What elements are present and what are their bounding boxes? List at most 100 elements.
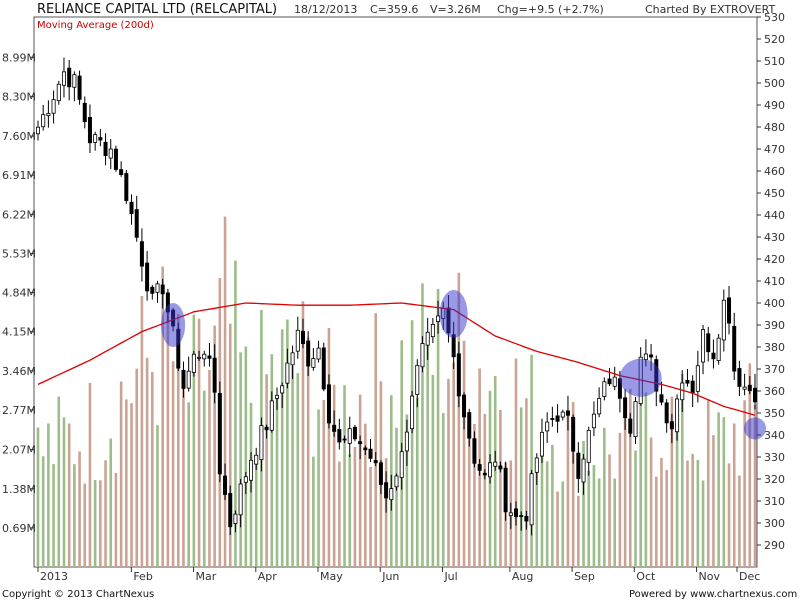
volume-bar xyxy=(322,399,326,567)
volume-bar xyxy=(156,425,159,567)
volume-bar xyxy=(36,427,40,567)
volume-bar xyxy=(706,398,710,567)
candle-up xyxy=(399,451,404,478)
volume-bar xyxy=(660,457,663,567)
volume-bar xyxy=(571,402,575,567)
volume-bar xyxy=(556,491,559,567)
volume-bar xyxy=(114,473,118,567)
price-tick-label: 310 xyxy=(764,495,785,508)
volume-bar xyxy=(514,358,518,567)
volume-bar xyxy=(670,396,674,567)
volume-bar xyxy=(545,461,549,567)
volume-bar xyxy=(57,396,61,567)
candle-down xyxy=(623,397,628,419)
volume-bar xyxy=(395,427,398,567)
volume-bar xyxy=(73,464,76,567)
volume-bar xyxy=(301,301,305,567)
candle-up xyxy=(529,473,534,526)
candle-up xyxy=(534,457,539,473)
candle-down xyxy=(181,369,186,389)
candle-up xyxy=(410,395,415,430)
candle-down xyxy=(337,429,342,443)
candle-up xyxy=(597,398,602,415)
candle-down xyxy=(103,141,108,156)
volume-bar xyxy=(244,346,248,567)
candle-down xyxy=(711,352,716,360)
candle-up xyxy=(197,356,202,359)
candle-down xyxy=(482,472,487,476)
volume-bar xyxy=(130,403,133,567)
volume-bar xyxy=(99,480,102,567)
highlight-ellipse xyxy=(619,358,662,397)
volume-bar xyxy=(696,459,700,567)
candle-up xyxy=(539,431,544,457)
candle-up xyxy=(56,83,61,102)
candle-down xyxy=(228,493,233,528)
candle-down xyxy=(498,465,503,470)
candle-down xyxy=(451,334,456,358)
candle-down xyxy=(217,393,222,475)
volume-bar xyxy=(202,390,206,567)
volume-bar xyxy=(140,296,144,567)
header-close: C=359.6 xyxy=(370,3,418,16)
volume-bar xyxy=(447,378,450,567)
volume-bar xyxy=(317,409,320,567)
price-tick-label: 360 xyxy=(764,385,785,398)
volume-bar xyxy=(197,318,201,567)
header-change: Chg=+9.5 (+2.7%) xyxy=(497,3,604,16)
legend-moving-average: Moving Average (200d) xyxy=(37,20,154,31)
candle-up xyxy=(680,382,685,401)
volume-bar xyxy=(348,454,352,567)
candle-down xyxy=(139,241,144,267)
volume-bar xyxy=(327,327,331,567)
time-tick-label: Jun xyxy=(381,570,399,583)
candle-up xyxy=(202,353,207,360)
time-tick-label: 2013 xyxy=(40,570,68,583)
candle-up xyxy=(290,352,295,366)
candle-down xyxy=(67,67,72,88)
volume-bar xyxy=(462,340,466,567)
volume-bar xyxy=(675,417,679,567)
volume-bar xyxy=(551,444,554,567)
candle-down xyxy=(129,201,134,215)
candle-up xyxy=(41,114,46,128)
volume-bar xyxy=(499,409,502,567)
candle-down xyxy=(649,354,654,358)
volume-bar xyxy=(125,399,128,567)
volume-bar xyxy=(654,476,658,567)
price-tick-label: 330 xyxy=(764,451,785,464)
price-tick-label: 480 xyxy=(764,121,785,134)
volume-bar xyxy=(47,423,50,567)
candle-down xyxy=(77,75,82,100)
candle-down xyxy=(98,137,103,141)
volume-bar xyxy=(182,376,185,567)
volume-tick-label: 6.91M xyxy=(2,169,36,182)
chart-title: RELIANCE CAPITAL LTD (RELCAPITAL) xyxy=(37,2,277,17)
candle-down xyxy=(456,353,461,397)
candle-up xyxy=(191,353,196,373)
volume-bar xyxy=(410,320,414,567)
volume-bar xyxy=(41,456,45,567)
candle-up xyxy=(675,398,680,433)
candle-up xyxy=(742,386,747,390)
volume-bar xyxy=(732,423,736,567)
volume-bar xyxy=(483,413,487,567)
volume-tick-label: 8.30M xyxy=(2,90,36,103)
volume-bar xyxy=(296,373,300,567)
candle-up xyxy=(701,329,706,363)
price-tick-label: 420 xyxy=(764,253,785,266)
candle-down xyxy=(368,448,373,459)
volume-bar xyxy=(649,437,653,567)
volume-bar xyxy=(603,427,606,567)
volume-bar xyxy=(535,469,539,567)
price-tick-label: 370 xyxy=(764,363,785,376)
candle-up xyxy=(415,364,420,395)
volume-bar xyxy=(286,319,289,567)
volume-bar xyxy=(104,460,107,567)
time-tick-label: Aug xyxy=(512,570,533,583)
volume-bar xyxy=(415,397,419,567)
volume-bar xyxy=(582,441,585,567)
price-tick-label: 470 xyxy=(764,143,785,156)
candle-up xyxy=(425,331,430,346)
candle-down xyxy=(467,412,472,439)
